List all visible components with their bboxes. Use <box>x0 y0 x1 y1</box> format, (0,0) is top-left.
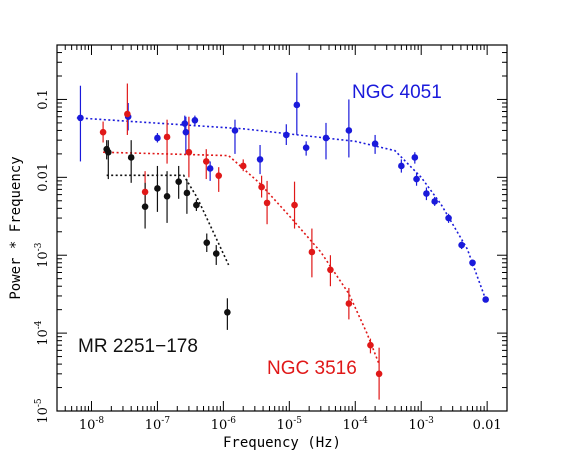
data-point-ngc3516 <box>345 300 353 307</box>
data-point-mr2251178 <box>154 185 161 192</box>
y-tick-label: 0.01 <box>36 163 51 192</box>
x-tick-label: 10-7 <box>145 416 171 433</box>
data-point-ngc4051 <box>482 296 489 303</box>
model-curves <box>76 117 487 365</box>
data-point-ngc4051 <box>282 131 290 139</box>
data-point-ngc4051 <box>182 128 190 136</box>
data-point-ngc4051 <box>413 175 420 183</box>
data-point-ngc4051 <box>302 144 310 152</box>
data-point-ngc4051 <box>458 241 465 249</box>
series-label-ngc4051: NGC 4051 <box>352 82 442 103</box>
data-point-mr2251178 <box>183 189 191 197</box>
x-tick-label: 10-4 <box>343 416 369 433</box>
data-point-mr2251178 <box>224 309 231 316</box>
y-tick-label: 10-4 <box>34 320 51 346</box>
data-point-ngc4051 <box>154 134 161 142</box>
data-point-ngc4051 <box>423 190 430 197</box>
data-point-ngc3516 <box>163 133 171 141</box>
data-point-mr2251178 <box>105 148 112 156</box>
data-point-ngc4051 <box>322 134 330 142</box>
x-axis-title: Frequency (Hz) <box>223 435 341 451</box>
model-curve-ngc4051 <box>76 117 487 300</box>
x-tick-label: 10-3 <box>409 416 435 433</box>
data-point-ngc3516 <box>375 370 383 378</box>
x-tick-label: 0.01 <box>473 418 502 433</box>
data-point-ngc4051 <box>445 214 452 222</box>
data-point-ngc4051 <box>431 198 438 205</box>
x-tick-label: 10-8 <box>79 416 105 433</box>
y-tick-label: 10-3 <box>34 242 51 268</box>
data-point-ngc4051 <box>231 127 239 134</box>
data-point-ngc4051 <box>371 140 379 148</box>
data-point-ngc4051 <box>181 120 189 127</box>
data-point-ngc4051 <box>293 101 301 109</box>
data-point-ngc3516 <box>202 158 210 165</box>
data-point-ngc4051 <box>411 154 419 161</box>
data-point-ngc3516 <box>258 183 265 191</box>
data-point-mr2251178 <box>141 203 149 210</box>
data-point-mr2251178 <box>193 201 200 209</box>
axis-ticks <box>56 44 508 412</box>
y-tick-label: 10-5 <box>34 398 51 424</box>
data-point-ngc3516 <box>367 341 374 349</box>
data-point-ngc3516 <box>141 188 149 196</box>
data-points <box>77 101 489 378</box>
data-point-ngc4051 <box>469 259 476 267</box>
plot-frame <box>56 44 508 412</box>
y-tick-label: 0.1 <box>36 89 51 110</box>
x-tick-label: 10-6 <box>211 416 237 433</box>
data-point-mr2251178 <box>163 193 171 200</box>
data-point-ngc3516 <box>308 248 316 256</box>
x-tick-label: 10-5 <box>277 416 303 433</box>
data-point-ngc3516 <box>291 201 298 209</box>
data-point-ngc3516 <box>327 266 334 274</box>
data-point-mr2251178 <box>127 154 135 161</box>
data-point-ngc4051 <box>191 116 199 124</box>
data-point-ngc4051 <box>398 162 405 170</box>
data-point-mr2251178 <box>175 178 182 185</box>
data-point-ngc4051 <box>256 156 264 163</box>
data-point-ngc3516 <box>239 162 247 170</box>
data-point-ngc3516 <box>99 128 107 136</box>
series-label-mr2251: MR 2251−178 <box>78 336 198 357</box>
data-point-ngc3516 <box>185 148 193 156</box>
model-curve-ngc3516 <box>103 151 380 365</box>
data-point-ngc3516 <box>124 110 131 118</box>
data-point-ngc4051 <box>345 127 353 134</box>
data-point-ngc3516 <box>215 172 223 179</box>
data-point-mr2251178 <box>212 250 220 257</box>
series-label-ngc3516: NGC 3516 <box>267 358 357 379</box>
data-point-ngc4051 <box>77 114 84 122</box>
y-axis-title: Power * Frequency <box>8 156 24 299</box>
data-point-ngc4051 <box>206 165 214 172</box>
data-point-ngc3516 <box>263 199 271 207</box>
tick-labels: 10-8 10-7 10-6 10-5 10-4 10-3 0.01 10-5 10-4 10-3… <box>34 89 502 433</box>
data-point-mr2251178 <box>203 239 211 246</box>
